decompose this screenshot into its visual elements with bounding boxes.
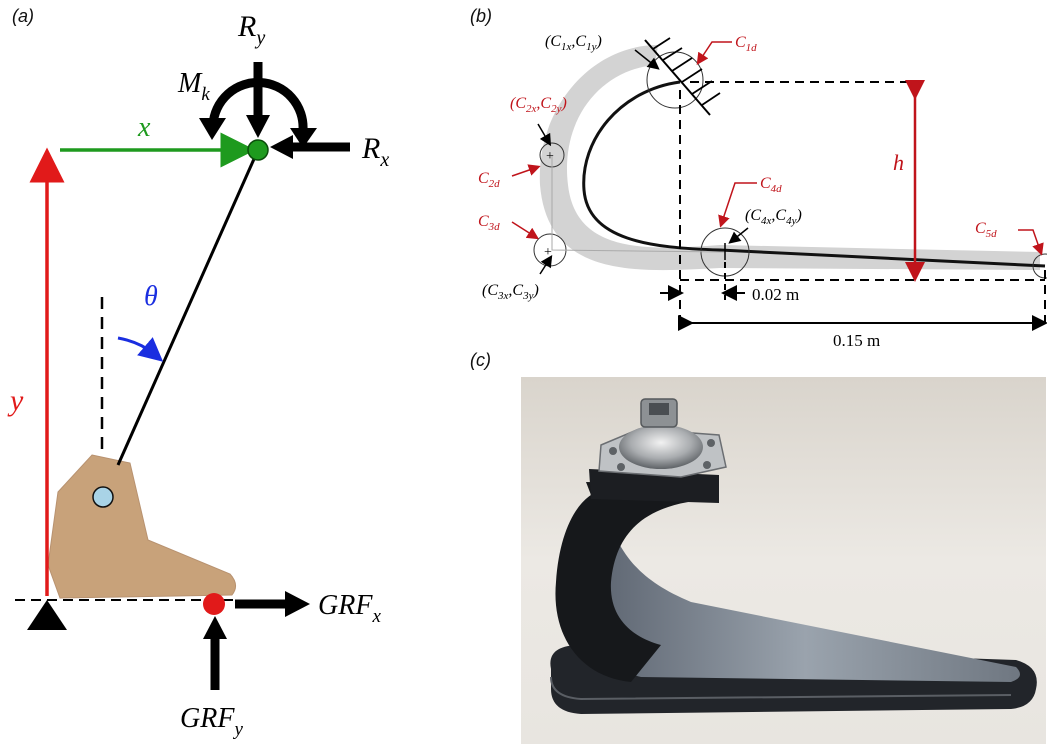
rx-label: Rx [361, 132, 389, 171]
grfy-arrowhead [203, 616, 227, 639]
red-dot-icon [203, 593, 225, 615]
large-dim-label: 0.15 m [833, 331, 880, 350]
centerline-curve [582, 80, 1046, 268]
grfx-arrowhead [285, 591, 310, 617]
c1-coord-label: (C1x,C1y) [545, 33, 602, 53]
c1d-pointer [696, 41, 732, 65]
c5d-pointer [1018, 229, 1044, 256]
x-axis-label: x [137, 112, 151, 143]
theta-label: θ [144, 281, 158, 312]
shank-line [116, 149, 260, 466]
screw-icon-2 [707, 439, 715, 447]
small-dim-label: 0.02 m [752, 285, 799, 304]
triangle-icon [27, 600, 67, 630]
top-block [589, 469, 719, 503]
c2d-label: C2d [478, 170, 500, 190]
c2-coord-label: (C2x,C2y) [510, 95, 567, 115]
thickness-band [539, 45, 1040, 271]
h-label: h [893, 150, 904, 175]
c4-coord-label: (C4x,C4y) [745, 207, 802, 227]
sole-plate-edge [550, 676, 1012, 701]
ry-label: Ry [237, 10, 265, 49]
panel-label-c: (c) [470, 350, 491, 370]
c3d-pointer [511, 221, 540, 240]
c1d-label: C1d [735, 34, 757, 54]
green-dot-icon [247, 139, 269, 161]
grfy-label: GRFy [180, 703, 243, 740]
prosthetic-foot-photo [521, 377, 1046, 744]
adapter-pyramid-top [649, 403, 669, 415]
panel-a: Ry Mk Rx x y θ GRFx GRFy [7, 10, 389, 740]
c2d-pointer [511, 164, 541, 177]
control-circle-c1 [646, 51, 704, 109]
adapter-dome [619, 425, 703, 469]
c3-coord-label: (C3x,C3y) [482, 282, 539, 302]
screw-icon-4 [703, 461, 711, 469]
control-polygon [551, 155, 726, 253]
c2-plus-mark: + [546, 149, 554, 164]
hatch-marks [652, 37, 721, 106]
c3-plus-mark: + [544, 245, 552, 260]
ankle-joint-icon [92, 486, 114, 508]
y-axis-label: y [7, 384, 24, 417]
screw-icon-3 [617, 463, 625, 471]
panel-label-a: (a) [12, 6, 34, 26]
screw-icon-1 [609, 447, 617, 455]
c2-pointer [537, 123, 552, 147]
moment-arrowhead-right [290, 128, 317, 148]
c4d-pointer [718, 182, 757, 228]
c4-pointer [728, 227, 749, 244]
theta-arc [117, 336, 164, 362]
c5d-label: C5d [975, 220, 997, 240]
panel-b: + + h 0.02 m 0.15 m (C1x,C1y) [478, 33, 1047, 350]
composite-blade [591, 497, 1020, 682]
mk-label: Mk [177, 68, 210, 105]
c4d-label: C4d [760, 175, 782, 195]
grfx-label: GRFx [318, 590, 381, 627]
c-keel [555, 482, 716, 682]
moment-arrowhead-left [199, 118, 226, 140]
ry-arrowhead [246, 115, 270, 138]
support-line [644, 39, 711, 116]
c1-pointer [634, 49, 660, 70]
c3-pointer [539, 254, 553, 275]
panel-label-b: (b) [470, 6, 492, 26]
foot-shape [47, 454, 236, 599]
rx-arrowhead [270, 135, 293, 159]
c3d-label: C3d [478, 213, 500, 233]
